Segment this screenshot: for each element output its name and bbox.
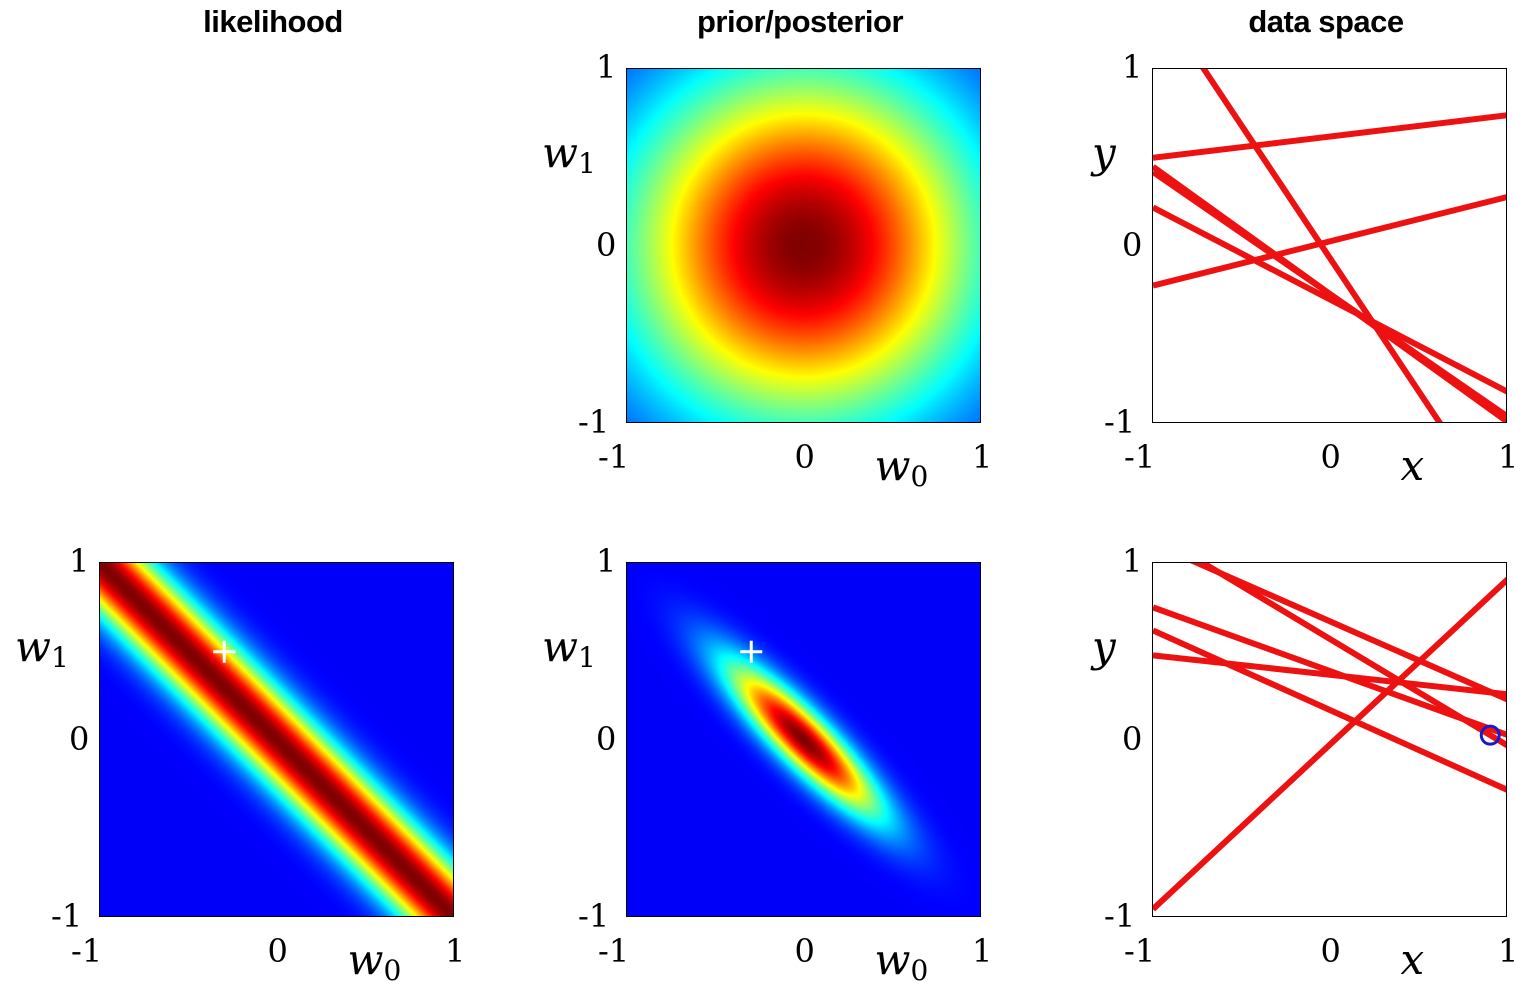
sample-line [1153,112,1506,161]
y-axis-label: w1 [542,621,596,674]
y-tick-label: 1 [1122,48,1143,86]
heatmap-panel-prior [626,68,981,423]
sample-line [1153,204,1506,395]
x-tick-label: -1 [1124,438,1156,476]
sample-line [1153,604,1506,738]
y-tick-label: -1 [1104,897,1136,935]
y-tick-label: 0 [596,225,617,264]
x-tick-label: 0 [267,932,288,970]
x-tick-label: 1 [972,438,993,476]
y-tick-label: -1 [578,403,610,441]
true-parameter-marker [213,640,236,663]
marker-layer [213,640,236,663]
x-tick-label: -1 [598,438,630,476]
sample-line [1153,169,1506,420]
x-tick-label: 0 [794,932,815,970]
sample-line [1200,69,1443,422]
x-axis-label: w0 [874,441,929,493]
line-panel-data_space_posterior [1152,562,1507,917]
title-likelihood: likelihood [203,4,343,39]
observed-data-point [1479,724,1501,746]
heatmap-panel-posterior [626,562,981,917]
x-tick-label: -1 [1124,932,1156,970]
y-tick-label: 1 [596,48,617,86]
y-tick-label: 1 [596,542,617,580]
y-tick-label: -1 [578,897,610,935]
heatmap-image [100,563,453,916]
sample-line [1153,652,1506,698]
x-tick-label: 1 [1498,438,1514,476]
line-panel-data_space_prior [1152,68,1507,423]
sample-line [1153,194,1506,289]
x-axis-label: w0 [874,935,929,987]
x-tick-label: 0 [1320,932,1341,970]
line-plot-area [1153,563,1506,912]
y-tick-label: -1 [1104,403,1136,441]
x-axis-label: w0 [347,935,402,987]
y-tick-label: -1 [51,897,83,935]
x-tick-label: 1 [445,932,466,970]
marker-layer [740,640,763,663]
x-tick-label: 1 [972,932,993,970]
x-tick-label: -1 [598,932,630,970]
y-axis-label: y [1092,621,1116,671]
y-tick-label: 0 [596,719,617,758]
sample-line [1153,627,1506,793]
heatmap-image [627,69,980,422]
heatmap-image [627,563,980,916]
y-axis-label: w1 [15,621,69,674]
y-tick-label: 0 [1122,225,1143,264]
true-parameter-marker [740,640,763,663]
y-tick-label: 1 [1122,542,1143,580]
title-data-space: data space [1248,4,1404,39]
y-axis-label: w1 [542,127,596,180]
heatmap-panel-likelihood [99,562,454,917]
y-tick-label: 0 [1122,719,1143,758]
y-axis-label: y [1092,127,1116,177]
x-tick-label: -1 [71,932,103,970]
y-tick-label: 1 [69,542,90,580]
x-tick-label: 0 [1320,438,1341,476]
sample-line [1197,563,1506,749]
x-tick-label: 0 [794,438,815,476]
x-tick-label: 1 [1498,932,1514,970]
line-plot-area [1153,69,1506,422]
y-tick-label: 0 [69,719,90,758]
x-axis-label: x [1400,441,1425,490]
x-axis-label: x [1400,935,1425,984]
title-prior-posterior: prior/posterior [696,4,904,39]
sample-line [1153,576,1506,912]
